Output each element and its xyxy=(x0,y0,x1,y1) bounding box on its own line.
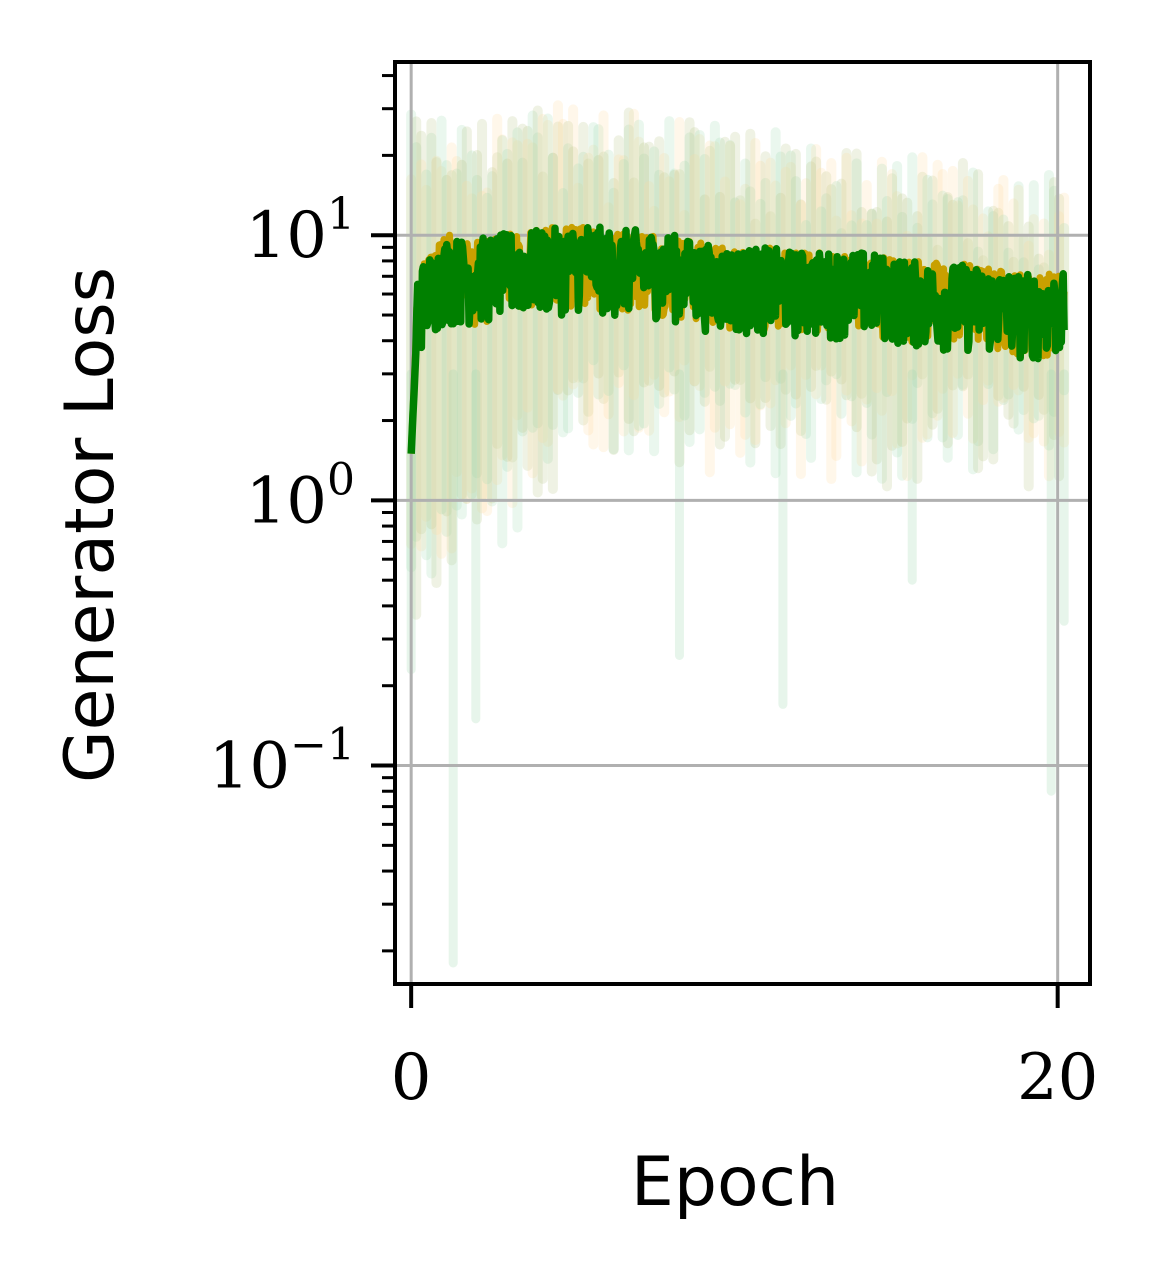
plot-frame xyxy=(393,60,1092,986)
y-tick-label: 10−1 xyxy=(209,720,355,804)
y-tick-base: 10 xyxy=(209,730,290,804)
x-tick-label: 20 xyxy=(1017,1041,1098,1115)
series-lines xyxy=(407,223,1068,454)
y-tick-exponent: 0 xyxy=(327,454,355,505)
y-tick-label: 101 xyxy=(246,189,355,273)
x-axis-label: Epoch xyxy=(631,1143,839,1222)
y-axis-label: Generator Loss xyxy=(51,267,130,783)
series-line-green xyxy=(407,223,1068,454)
x-axis-ticks: 0 20 xyxy=(391,984,1098,1115)
y-tick-label: 100 xyxy=(246,454,355,538)
y-tick-exponent: 1 xyxy=(327,189,355,240)
y-tick-exponent: −1 xyxy=(290,720,355,771)
x-tick-label: 0 xyxy=(391,1041,432,1115)
y-tick-base: 10 xyxy=(246,464,327,538)
y-tick-base: 10 xyxy=(246,199,327,273)
